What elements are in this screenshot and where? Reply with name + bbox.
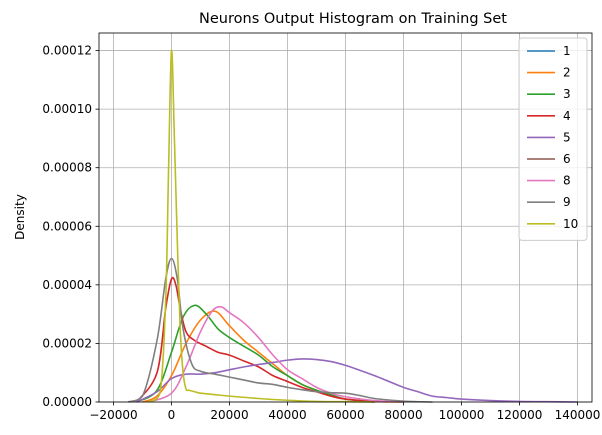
x-tick-label: 0 — [168, 408, 176, 422]
x-tick-label: 100000 — [439, 408, 485, 422]
y-tick-label: 0.00006 — [42, 219, 92, 233]
legend-box — [518, 37, 588, 241]
x-tick-label: 60000 — [326, 408, 364, 422]
y-tick-label: 0.00002 — [42, 336, 92, 350]
legend-label-9: 9 — [563, 195, 571, 209]
series-line-8 — [148, 305, 404, 403]
y-tick-label: 0.00008 — [42, 161, 92, 175]
y-tick-label: 0.00012 — [42, 44, 92, 58]
chart-title: Neurons Output Histogram on Training Set — [199, 11, 507, 27]
x-tick-label: 120000 — [497, 408, 543, 422]
legend-label-4: 4 — [563, 109, 571, 123]
y-axis-ticks: 0.00000 0.00002 0.00004 0.00006 0.00008 0.000… — [42, 44, 99, 409]
series-line-5 — [136, 358, 578, 403]
x-tick-label: 40000 — [268, 408, 306, 422]
x-axis-ticks: −20000 0 20000 40000 60000 80000 100000 120000 1… — [89, 402, 600, 422]
x-tick-label: 140000 — [555, 408, 601, 422]
legend-label-3: 3 — [563, 87, 571, 101]
legend-label-1: 1 — [563, 44, 571, 58]
x-tick-label: 20000 — [210, 408, 248, 422]
x-tick-label: −20000 — [89, 408, 137, 422]
y-tick-label: 0.00004 — [42, 278, 92, 292]
legend-label-5: 5 — [563, 130, 571, 144]
x-tick-label: 80000 — [384, 408, 422, 422]
y-tick-label: 0.00000 — [42, 395, 92, 409]
legend: 1 2 3 4 5 6 8 9 10 — [518, 37, 588, 241]
y-tick-label: 0.00010 — [42, 102, 92, 116]
y-axis-label: Density — [13, 194, 27, 240]
series-line-9 — [127, 257, 433, 403]
legend-label-6: 6 — [563, 152, 571, 166]
legend-label-8: 8 — [563, 174, 571, 188]
legend-label-10: 10 — [563, 217, 578, 231]
legend-label-2: 2 — [563, 66, 571, 80]
series-lines — [127, 49, 578, 403]
series-line-10 — [147, 49, 375, 403]
